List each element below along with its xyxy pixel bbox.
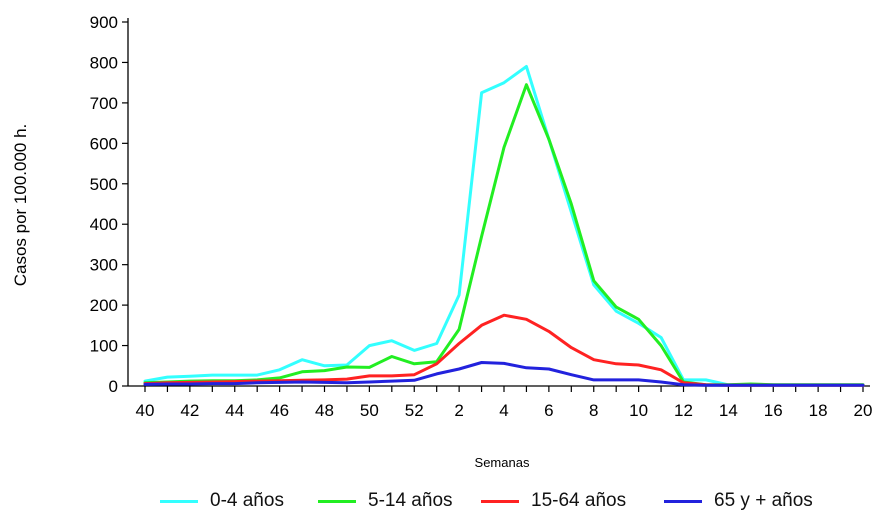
- x-tick-label: 40: [136, 401, 155, 420]
- legend-label: 5-14 años: [368, 490, 453, 511]
- x-tick-label: 8: [589, 401, 598, 420]
- legend-swatch: [481, 499, 519, 503]
- x-tick-label: 6: [544, 401, 553, 420]
- x-tick-label: 48: [315, 401, 334, 420]
- legend-swatch: [318, 499, 356, 503]
- legend-label: 15-64 años: [531, 490, 627, 511]
- x-tick-label: 16: [764, 401, 783, 420]
- x-tick-label: 12: [674, 401, 693, 420]
- legend-item: 5-14 años: [318, 486, 453, 516]
- series-line-2: [143, 83, 865, 387]
- legend-label: 0-4 años: [210, 490, 284, 511]
- x-tick-label: 50: [360, 401, 379, 420]
- legend-item: 15-64 años: [481, 486, 626, 516]
- y-axis-title: Casos por 100.000 h.: [11, 124, 30, 287]
- y-tick-label: 600: [90, 134, 118, 153]
- x-tick-label: 10: [629, 401, 648, 420]
- legend-label: 65 y + años: [714, 490, 813, 511]
- x-tick-label: 44: [225, 401, 244, 420]
- y-tick-label: 200: [90, 296, 118, 315]
- y-tick-label: 300: [90, 256, 118, 275]
- y-tick-label: 400: [90, 215, 118, 234]
- legend-item: 65 y + años: [664, 486, 813, 516]
- legend-swatch: [160, 499, 198, 503]
- y-tick-label: 0: [109, 377, 118, 396]
- legend-item: 0-4 años: [160, 486, 284, 516]
- x-tick-label: 52: [405, 401, 424, 420]
- x-tick-label: 18: [809, 401, 828, 420]
- y-tick-label: 100: [90, 337, 118, 356]
- legend-swatch: [664, 499, 702, 503]
- x-axis-title: Semanas: [475, 455, 530, 470]
- x-tick-label: 2: [454, 401, 463, 420]
- y-tick-label: 900: [90, 13, 118, 32]
- y-tick-label: 700: [90, 94, 118, 113]
- x-tick-label: 14: [719, 401, 738, 420]
- legend: 0-4 años 5-14 años 15-64 años 65 y + años: [0, 486, 875, 516]
- series-lines: [143, 65, 865, 387]
- x-tick-label: 42: [180, 401, 199, 420]
- x-tick-label: 4: [499, 401, 508, 420]
- x-tick-label: 46: [270, 401, 289, 420]
- y-tick-label: 500: [90, 175, 118, 194]
- y-tick-label: 800: [90, 53, 118, 72]
- series-line-1: [143, 65, 865, 387]
- x-tick-label: 20: [854, 401, 873, 420]
- series-line-4: [143, 361, 865, 387]
